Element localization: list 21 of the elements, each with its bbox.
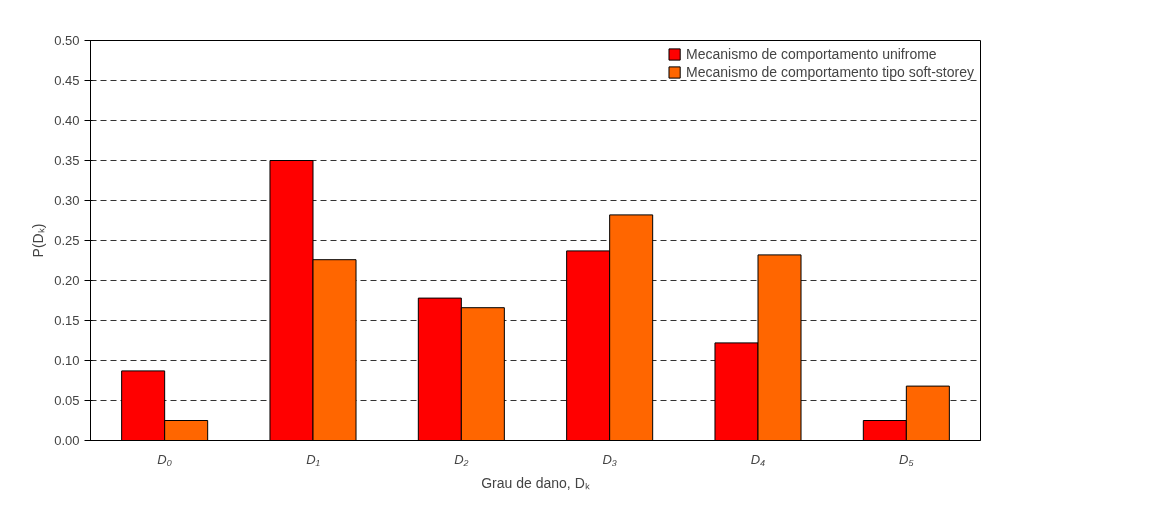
legend-label: Mecanismo de comportamento unifrome [686, 46, 937, 62]
y-tick-label: 0.05 [54, 393, 80, 408]
y-tick-label: 0.45 [54, 73, 80, 88]
x-tick-label: D₁ [306, 451, 320, 467]
x-tick-label: D₂ [454, 451, 469, 467]
y-tick-label: 0.00 [54, 433, 80, 448]
legend-label: Mecanismo de comportamento tipo soft-storey [686, 64, 974, 80]
x-tick-label: D₄ [750, 451, 766, 467]
y-tick-label: 0.15 [54, 313, 80, 328]
y-tick-label: 0.40 [54, 113, 80, 128]
y-tick-label: 0.20 [54, 273, 80, 288]
y-axis-title: P(Dₖ) [30, 223, 47, 258]
x-tick-label: D₃ [602, 451, 617, 467]
y-tick-label: 0.10 [54, 353, 80, 368]
y-tick-label: 0.25 [54, 233, 80, 248]
x-tick-label: D₀ [157, 451, 173, 467]
y-tick-label: 0.30 [54, 193, 80, 208]
y-tick-label: 0.50 [54, 33, 80, 48]
x-tick-label: D₅ [899, 451, 915, 467]
x-axis-title: Grau de dano, Dₖ [481, 474, 590, 491]
y-tick-label: 0.35 [54, 153, 80, 168]
